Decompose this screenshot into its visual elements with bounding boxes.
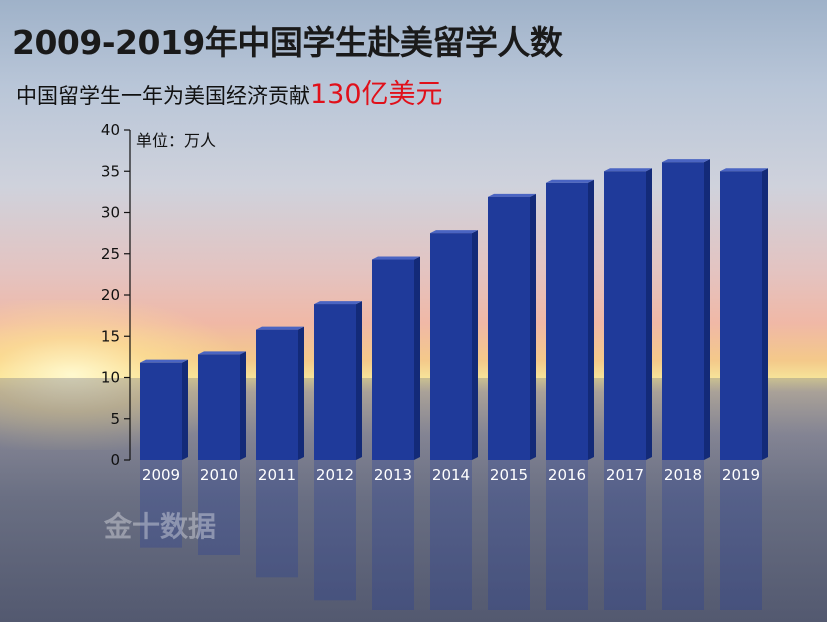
y-tick-label: 15 <box>101 327 120 345</box>
y-tick-label: 0 <box>110 451 120 469</box>
bars <box>140 159 768 461</box>
bar-top <box>198 351 246 355</box>
bar-reflection <box>314 460 356 601</box>
y-tick-label: 25 <box>101 245 120 263</box>
bar-side <box>472 230 478 460</box>
x-tick-label: 2017 <box>606 466 644 484</box>
x-tick-label: 2014 <box>432 466 470 484</box>
bar-reflection <box>720 460 762 610</box>
bar-top <box>140 359 188 363</box>
x-tick-label: 2010 <box>200 466 238 484</box>
bar-reflection <box>140 460 182 548</box>
subtitle-text: 中国留学生一年为美国经济贡献 <box>16 84 310 108</box>
bar-top <box>256 326 304 330</box>
bar-reflection <box>198 460 240 556</box>
bar <box>256 329 298 460</box>
bar-side <box>762 168 768 460</box>
bar <box>430 233 472 460</box>
subtitle-highlight: 130亿美元 <box>310 79 443 110</box>
y-tick-label: 35 <box>101 162 120 180</box>
x-tick-label: 2015 <box>490 466 528 484</box>
bar-top <box>372 256 420 260</box>
x-tick-label: 2011 <box>258 466 296 484</box>
bar <box>488 196 530 460</box>
bar <box>198 354 240 460</box>
bar-side <box>646 168 652 460</box>
bar-reflection <box>430 460 472 610</box>
bar <box>314 304 356 460</box>
bar-top <box>546 179 594 183</box>
bar-side <box>240 351 246 460</box>
bar <box>372 259 414 460</box>
y-ticks: 0 5 10 15 20 25 30 35 40 <box>101 121 130 469</box>
bar <box>720 171 762 460</box>
y-tick-label: 20 <box>101 286 120 304</box>
bar-top <box>314 301 362 305</box>
unit-label: 单位：万人 <box>136 131 216 150</box>
bar-reflection <box>662 460 704 610</box>
y-tick-label: 10 <box>101 369 120 387</box>
bar-reflection <box>488 460 530 610</box>
bar-top <box>604 168 652 172</box>
bar <box>604 171 646 460</box>
x-tick-label: 2019 <box>722 466 760 484</box>
bar-top <box>720 168 768 172</box>
x-tick-labels: 2009 2010 2011 2012 2013 2014 2015 2016 2017 2018… <box>142 466 760 484</box>
x-tick-label: 2009 <box>142 466 180 484</box>
bar-reflection <box>372 460 414 610</box>
x-tick-label: 2012 <box>316 466 354 484</box>
bar-side <box>530 193 536 460</box>
bar-top <box>430 230 478 234</box>
y-tick-label: 40 <box>101 121 120 139</box>
watermark: 金十数据 <box>103 510 216 543</box>
bar <box>662 162 704 461</box>
bar-side <box>182 359 188 460</box>
bar-reflection <box>546 460 588 610</box>
bar <box>546 182 588 461</box>
bar-side <box>704 159 710 461</box>
bar-reflection <box>604 460 646 610</box>
bar <box>140 362 182 460</box>
bar-top <box>488 193 536 197</box>
x-tick-label: 2013 <box>374 466 412 484</box>
bar-reflection <box>256 460 298 578</box>
bar-side <box>298 326 304 460</box>
chart-subtitle: 中国留学生一年为美国经济贡献130亿美元 <box>16 72 443 111</box>
bar-side <box>414 256 420 460</box>
bar-reflections <box>140 460 762 610</box>
y-tick-label: 5 <box>110 410 120 428</box>
bar-top <box>662 159 710 163</box>
chart-title: 2009-2019年中国学生赴美留学人数 <box>12 23 563 62</box>
bar-side <box>588 179 594 461</box>
x-tick-label: 2018 <box>664 466 702 484</box>
bar-side <box>356 301 362 460</box>
x-tick-label: 2016 <box>548 466 586 484</box>
y-tick-label: 30 <box>101 204 120 222</box>
